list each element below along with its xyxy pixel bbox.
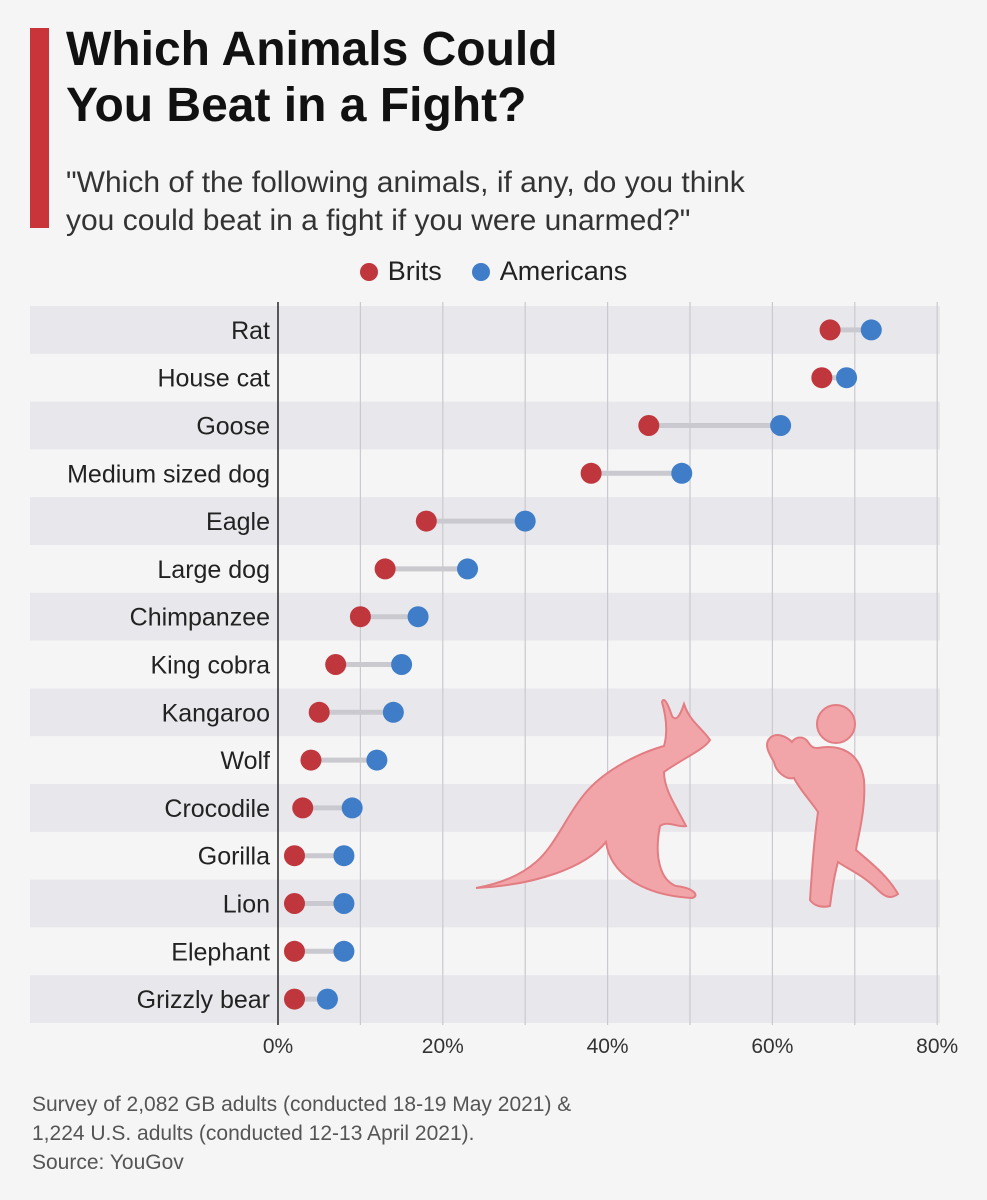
brits-point [415, 510, 437, 532]
category-label: Crocodile [164, 795, 270, 823]
category-label: Medium sized dog [67, 460, 270, 488]
x-tick-label: 40% [587, 1035, 629, 1058]
title-line-2: You Beat in a Fight? [66, 79, 527, 132]
americans-point [316, 988, 338, 1010]
brits-point [308, 701, 330, 723]
category-label: Gorilla [198, 843, 270, 871]
x-tick-label: 20% [422, 1035, 464, 1058]
category-label: Kangaroo [162, 699, 270, 727]
americans-point [341, 797, 363, 819]
category-label: Large dog [157, 556, 270, 584]
chart-footer: Survey of 2,082 GB adults (conducted 18-… [32, 1090, 932, 1177]
subtitle-line-1: "Which of the following animals, if any,… [66, 166, 745, 199]
chart-subtitle: "Which of the following animals, if any,… [66, 164, 946, 240]
boxer-icon [766, 704, 900, 908]
legend-item-americans: Americans [471, 256, 628, 287]
brits-point [283, 940, 305, 962]
row-band [30, 688, 940, 737]
legend-label-brits: Brits [387, 256, 442, 286]
americans-point [836, 367, 858, 389]
category-label: Lion [223, 891, 270, 919]
category-label: Rat [231, 317, 270, 345]
accent-bar [30, 28, 49, 228]
americans-point [514, 510, 536, 532]
americans-point [671, 462, 693, 484]
footer-line-2: 1,224 U.S. adults (conducted 12-13 April… [32, 1122, 475, 1145]
americans-point [457, 558, 479, 580]
brits-point [300, 749, 322, 771]
brits-point [349, 606, 371, 628]
x-tick-label: 60% [751, 1035, 793, 1058]
category-label: King cobra [150, 652, 270, 680]
chart-legend: Brits Americans [0, 256, 987, 287]
dumbbell-chart: 0% 20% 40% 60% 80% Rat House cat Goose Medium si… [30, 302, 958, 1058]
boxer-head [816, 704, 856, 744]
subtitle-line-2: you could beat in a fight if you were un… [66, 204, 691, 237]
brits-point [283, 845, 305, 867]
brits-point [819, 319, 841, 341]
category-label: Chimpanzee [130, 604, 270, 632]
americans-point [333, 845, 355, 867]
row-band [30, 306, 940, 354]
brits-point [283, 988, 305, 1010]
brits-point [283, 893, 305, 914]
brits-point [811, 367, 833, 389]
brits-point [580, 462, 602, 484]
row-band [30, 592, 940, 641]
legend-item-brits: Brits [359, 256, 442, 287]
category-label: Wolf [220, 747, 270, 775]
illustration-group [475, 698, 900, 908]
americans-point [407, 606, 429, 628]
legend-label-americans: Americans [499, 256, 628, 286]
brits-point [292, 797, 314, 819]
footer-line-1: Survey of 2,082 GB adults (conducted 18-… [32, 1093, 572, 1116]
brits-point [374, 558, 396, 580]
americans-point [860, 319, 882, 341]
category-label: House cat [157, 365, 270, 393]
x-tick-label: 80% [916, 1035, 958, 1058]
americans-point [382, 701, 404, 723]
chart-title: Which Animals Could You Beat in a Fight? [66, 22, 946, 134]
legend-dot-americans [471, 262, 490, 281]
legend-dot-brits [359, 262, 378, 281]
title-line-1: Which Animals Could [66, 23, 558, 76]
footer-source: Source: YouGov [32, 1151, 184, 1174]
americans-point [391, 654, 413, 675]
row-band [30, 975, 940, 1023]
row-band [30, 784, 940, 832]
category-label: Goose [196, 413, 270, 441]
americans-point [333, 893, 355, 914]
category-label: Elephant [171, 938, 270, 966]
brits-point [638, 415, 660, 436]
x-tick-label: 0% [263, 1035, 293, 1058]
category-label: Grizzly bear [137, 986, 270, 1014]
brits-point [325, 654, 347, 675]
americans-point [333, 940, 355, 962]
row-band [30, 401, 940, 450]
americans-point [770, 415, 792, 436]
americans-point [366, 749, 388, 771]
boxer-body [766, 734, 900, 908]
kangaroo-icon [475, 698, 712, 900]
category-label: Eagle [206, 508, 270, 536]
